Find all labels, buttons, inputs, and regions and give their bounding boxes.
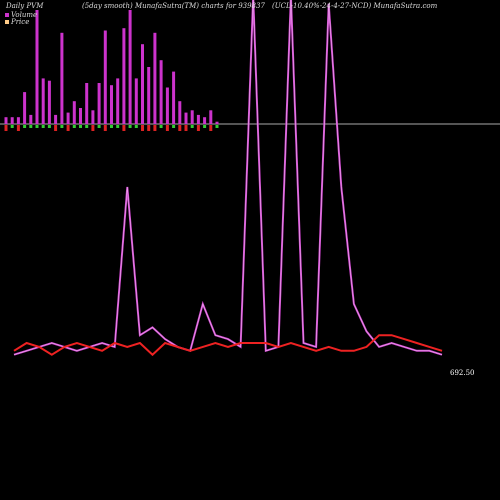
volume-delta-bar (79, 125, 82, 128)
volume-bar (54, 114, 58, 124)
chart-title: Daily PVM (5, 2, 44, 10)
volume-delta-bar (72, 125, 76, 128)
volume-delta-bar (4, 125, 8, 131)
volume-delta-bar (10, 125, 14, 128)
volume-bar (196, 114, 200, 124)
last-value-label: 692.50 (450, 369, 475, 377)
volume-bar (10, 117, 14, 124)
price-legend-label: Price (10, 18, 29, 26)
price-line (13, 334, 443, 357)
volume-delta-bar (153, 125, 157, 131)
volume-legend-label: Volume (11, 11, 37, 19)
volume-delta-bar (209, 125, 213, 131)
volume-bar (203, 117, 207, 124)
volume-delta-bar (110, 125, 113, 128)
volume-delta-bar (190, 125, 194, 128)
volume-bar (66, 112, 70, 124)
volume-delta-bar (122, 125, 126, 131)
volume-bar (153, 32, 157, 124)
volume-bar (190, 110, 194, 124)
volume-delta-bar (172, 125, 176, 128)
volume-bar (85, 83, 89, 124)
volume-delta-bar (178, 125, 182, 131)
volume-delta-bar (215, 125, 219, 128)
volume-bar (178, 101, 182, 124)
volume-bar (147, 67, 151, 124)
volume-delta-bar (41, 125, 45, 128)
smoothed-line-highlight (13, 0, 443, 355)
volume-delta-bar (29, 125, 33, 128)
volume-bar (79, 108, 82, 124)
volume-bar (122, 28, 126, 125)
volume-bar (134, 78, 138, 124)
volume-delta-bar (128, 125, 132, 128)
volume-bar (172, 71, 176, 124)
volume-delta-bar (23, 125, 27, 128)
volume-bar (128, 10, 132, 124)
volume-delta-bar (66, 125, 70, 131)
volume-delta-bar (54, 125, 58, 131)
volume-bar (159, 60, 163, 124)
volume-bar (103, 30, 107, 124)
volume-legend-swatch (5, 13, 9, 17)
volume-bar (215, 121, 219, 124)
chart-subtitle: (5day smooth) MunafaSutra(TM) charts for… (82, 2, 265, 10)
volume-bar (116, 78, 120, 124)
price-lines (13, 0, 443, 357)
volume-delta-bar (97, 125, 101, 128)
volume-delta-bar (159, 125, 163, 128)
volume-delta-bar (16, 125, 20, 131)
volume-bar (141, 44, 144, 125)
volume-bar (29, 114, 33, 124)
volume-bar (41, 78, 45, 124)
volume-bar (97, 83, 101, 124)
volume-delta-bar (116, 125, 120, 128)
volume-bar (165, 87, 169, 124)
volume-delta-bar (196, 125, 200, 131)
volume-bar (184, 112, 188, 124)
volume-bar (91, 110, 95, 124)
volume-bar (23, 92, 27, 124)
price-legend-swatch (5, 20, 9, 24)
volume-delta-bar (60, 125, 64, 128)
volume-delta-bar (184, 125, 188, 131)
volume-bar (16, 117, 20, 124)
volume-delta-bar (147, 125, 151, 131)
volume-bar (47, 80, 51, 124)
volume-bar (35, 10, 39, 124)
volume-bars (4, 10, 219, 131)
volume-bar (72, 101, 76, 124)
volume-bar (60, 32, 64, 124)
volume-bar (209, 110, 213, 124)
volume-bar (4, 117, 8, 124)
volume-delta-bar (203, 125, 207, 128)
volume-delta-bar (134, 125, 138, 128)
volume-delta-bar (103, 125, 107, 131)
volume-delta-bar (85, 125, 89, 128)
volume-delta-bar (91, 125, 95, 131)
volume-bar (110, 85, 113, 124)
volume-delta-bar (47, 125, 51, 128)
volume-delta-bar (165, 125, 169, 131)
volume-delta-bar (35, 125, 39, 128)
smoothed-line (13, 0, 443, 356)
chart-symbol: (UCL-10.40%-24-4-27-NCD) MunafaSutra.com (272, 2, 438, 10)
volume-delta-bar (141, 125, 144, 131)
